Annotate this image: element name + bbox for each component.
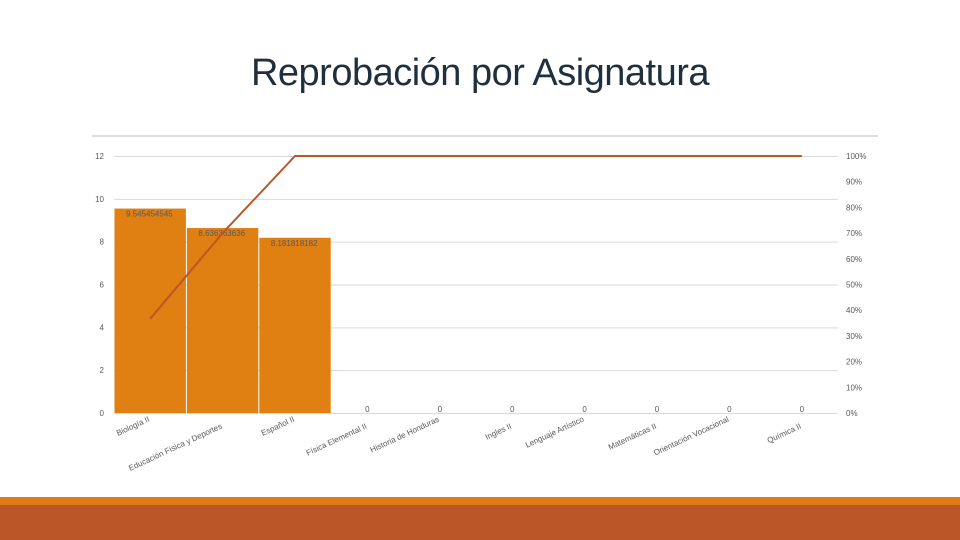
y2-tick-label: 20% xyxy=(846,358,862,367)
footer-band xyxy=(0,505,960,540)
y-tick-label: 8 xyxy=(100,238,105,247)
footer-stripe xyxy=(0,497,960,505)
slide-title: Reprobación por Asignatura xyxy=(250,52,710,94)
category-label: Ingles II xyxy=(484,422,513,442)
y2-tick-label: 100% xyxy=(846,152,866,161)
bar xyxy=(114,208,186,413)
y-axis-right: 0% 10% 20% 30% 40% 50% 60% 70% 80% 90% 100% xyxy=(846,152,866,418)
category-label: Física Elemental II xyxy=(305,422,368,458)
category-label: Orientación Vocacional xyxy=(652,415,730,458)
category-label: Español II xyxy=(260,415,296,438)
y-tick-label: 0 xyxy=(100,409,105,418)
bar xyxy=(186,228,259,413)
data-label: 0 xyxy=(365,405,370,414)
data-label: 0 xyxy=(800,405,805,414)
pareto-chart: 0 2 4 6 8 10 12 0% 10% 20% 30% 40% 50% 60% 70% 80% 90% 1… xyxy=(92,135,878,473)
data-label: 0 xyxy=(655,405,660,414)
category-label: Educación Física y Deportes xyxy=(127,422,223,473)
y2-tick-label: 60% xyxy=(846,255,862,264)
category-label: Química II xyxy=(766,422,803,446)
y-tick-label: 2 xyxy=(100,366,105,375)
y2-tick-label: 30% xyxy=(846,332,862,341)
y2-tick-label: 90% xyxy=(846,178,862,187)
y2-tick-label: 0% xyxy=(846,409,858,418)
y-tick-label: 4 xyxy=(100,323,105,332)
y-tick-label: 12 xyxy=(95,152,104,161)
data-label: 0 xyxy=(438,405,443,414)
category-label: Historia de Honduras xyxy=(369,415,441,455)
data-label: 0 xyxy=(727,405,732,414)
y2-tick-label: 40% xyxy=(846,306,862,315)
bars xyxy=(114,208,331,413)
y-tick-label: 6 xyxy=(100,281,105,290)
y2-tick-label: 80% xyxy=(846,203,862,212)
category-label: Matemáticas II xyxy=(607,422,658,452)
y2-tick-label: 50% xyxy=(846,281,862,290)
y2-tick-label: 70% xyxy=(846,229,862,238)
data-label: 0 xyxy=(582,405,587,414)
data-label: 9.545454545 xyxy=(126,210,173,219)
bar xyxy=(259,237,331,413)
category-label: Lenguaje Artístico xyxy=(524,414,586,449)
category-label: Biología II xyxy=(115,415,151,438)
cumulative-line xyxy=(149,155,802,320)
y-axis-left: 0 2 4 6 8 10 12 xyxy=(95,152,104,418)
data-label: 8.181818182 xyxy=(271,239,318,248)
y-tick-label: 10 xyxy=(95,195,104,204)
data-label: 0 xyxy=(510,405,515,414)
y2-tick-label: 10% xyxy=(846,383,862,392)
cumulative-line-path xyxy=(149,155,802,320)
